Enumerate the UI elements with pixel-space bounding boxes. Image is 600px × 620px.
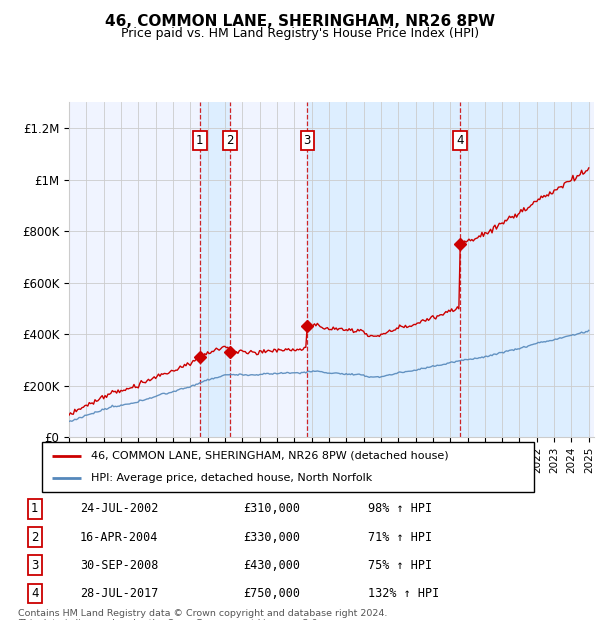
Text: HPI: Average price, detached house, North Norfolk: HPI: Average price, detached house, Nort… — [91, 473, 373, 483]
Text: 1: 1 — [196, 135, 203, 148]
Text: 30-SEP-2008: 30-SEP-2008 — [80, 559, 158, 572]
Text: 4: 4 — [457, 135, 464, 148]
Text: 75% ↑ HPI: 75% ↑ HPI — [368, 559, 432, 572]
Text: 132% ↑ HPI: 132% ↑ HPI — [368, 587, 439, 600]
Text: 24-JUL-2002: 24-JUL-2002 — [80, 502, 158, 515]
Text: 1: 1 — [31, 502, 38, 515]
Text: 16-APR-2004: 16-APR-2004 — [80, 531, 158, 544]
Bar — [307, 102, 460, 437]
Text: 2: 2 — [31, 531, 38, 544]
Text: 2: 2 — [226, 135, 234, 148]
Text: Price paid vs. HM Land Registry's House Price Index (HPI): Price paid vs. HM Land Registry's House … — [121, 27, 479, 40]
Bar — [200, 102, 230, 437]
Text: £310,000: £310,000 — [244, 502, 301, 515]
Text: 46, COMMON LANE, SHERINGHAM, NR26 8PW (detached house): 46, COMMON LANE, SHERINGHAM, NR26 8PW (d… — [91, 451, 449, 461]
Text: 71% ↑ HPI: 71% ↑ HPI — [368, 531, 432, 544]
Text: £750,000: £750,000 — [244, 587, 301, 600]
Bar — [460, 102, 589, 437]
Text: 4: 4 — [31, 587, 38, 600]
Text: 3: 3 — [31, 559, 38, 572]
Text: £330,000: £330,000 — [244, 531, 301, 544]
Text: £430,000: £430,000 — [244, 559, 301, 572]
Text: 46, COMMON LANE, SHERINGHAM, NR26 8PW: 46, COMMON LANE, SHERINGHAM, NR26 8PW — [105, 14, 495, 29]
Text: 3: 3 — [304, 135, 311, 148]
Text: Contains HM Land Registry data © Crown copyright and database right 2024.
This d: Contains HM Land Registry data © Crown c… — [18, 609, 388, 620]
Text: 98% ↑ HPI: 98% ↑ HPI — [368, 502, 432, 515]
Text: 28-JUL-2017: 28-JUL-2017 — [80, 587, 158, 600]
